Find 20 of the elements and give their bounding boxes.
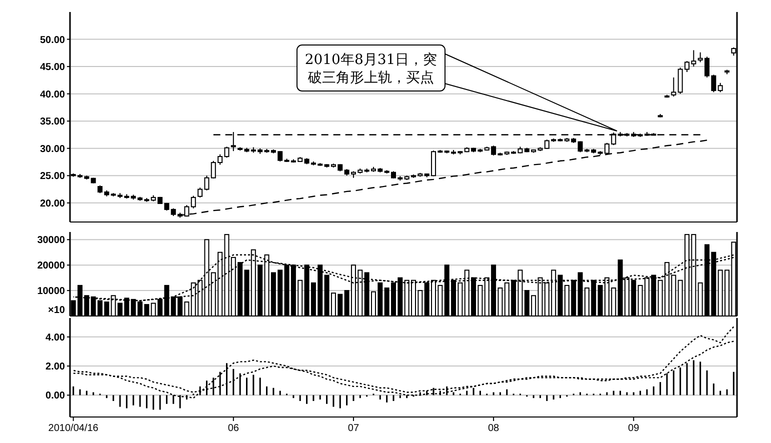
y-axis-title: ×10 [48, 305, 66, 316]
y-tick-label: 20000 [37, 260, 66, 272]
x-tick-label: 09 [628, 423, 640, 434]
y-tick-label: 45.00 [40, 62, 66, 74]
y-tick-label: 40.00 [40, 89, 66, 100]
y-tick-label: 2.00 [46, 362, 66, 373]
x-tick-label: 07 [348, 423, 360, 434]
annotation: 2010年8月31日，突破三角形上轨，买点 [304, 52, 438, 86]
y-tick-label: 20.00 [40, 198, 66, 210]
y-tick-label: 0.00 [46, 390, 66, 402]
y-tick-label: 50.00 [40, 34, 66, 46]
y-tick-label: 30.00 [40, 144, 66, 155]
y-tick-label: 4.00 [46, 332, 66, 344]
x-tick-label: 2010/04/16 [48, 423, 99, 434]
y-tick-label: 10000 [37, 286, 66, 298]
y-tick-label: 35.00 [40, 116, 66, 128]
y-tick-label: 25.00 [40, 171, 66, 182]
y-tick-label: 30000 [37, 235, 66, 246]
x-tick-label: 08 [488, 423, 500, 434]
x-tick-label: 06 [228, 423, 240, 434]
